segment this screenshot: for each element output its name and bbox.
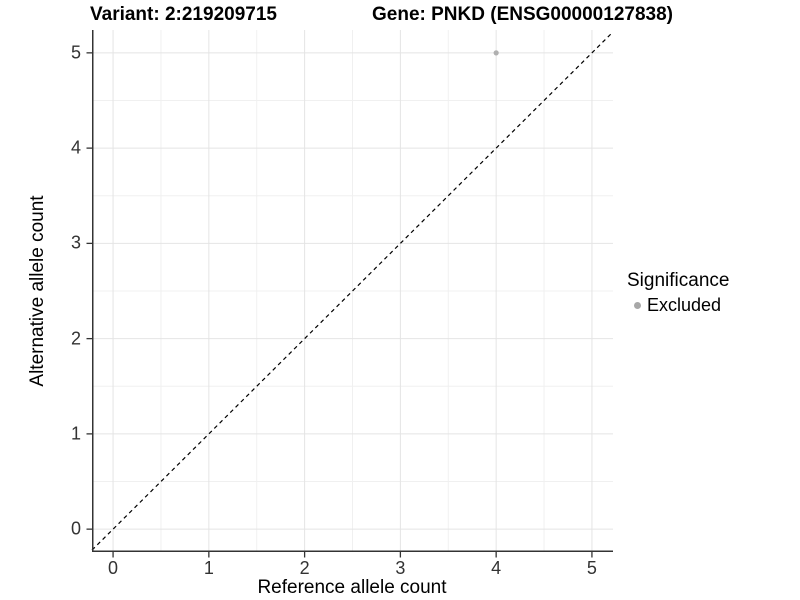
y-axis-title: Alternative allele count	[27, 195, 48, 387]
identity-line	[91, 31, 614, 551]
x-tick-label: 2	[299, 558, 310, 578]
plot-canvas	[86, 30, 614, 558]
y-tick-label: 5	[70, 42, 81, 63]
plot-title-variant: Variant: 2:219209715	[90, 4, 277, 25]
y-tick-label: 1	[70, 423, 81, 444]
x-tick-label: 3	[395, 558, 406, 578]
x-tick-label: 5	[586, 558, 597, 578]
legend-item: Excluded	[627, 295, 729, 316]
x-tick-label: 4	[491, 558, 502, 578]
x-axis-title: Reference allele count	[257, 577, 447, 598]
plot-title-gene: Gene: PNKD (ENSG00000127838)	[372, 4, 673, 25]
legend: Significance Excluded	[627, 270, 729, 316]
legend-title: Significance	[627, 270, 730, 291]
legend-item-label: Excluded	[647, 295, 722, 315]
y-tick-label: 2	[70, 328, 81, 349]
y-tick-label: 4	[70, 137, 81, 158]
legend-items: Excluded	[627, 295, 729, 316]
x-tick-label: 1	[203, 558, 214, 578]
data-point	[493, 50, 499, 56]
x-tick-label: 0	[108, 558, 119, 578]
plot-panel	[86, 30, 614, 558]
y-tick-label: 0	[70, 518, 81, 539]
legend-key-dot-icon	[634, 302, 641, 309]
y-tick-label: 3	[70, 232, 81, 253]
